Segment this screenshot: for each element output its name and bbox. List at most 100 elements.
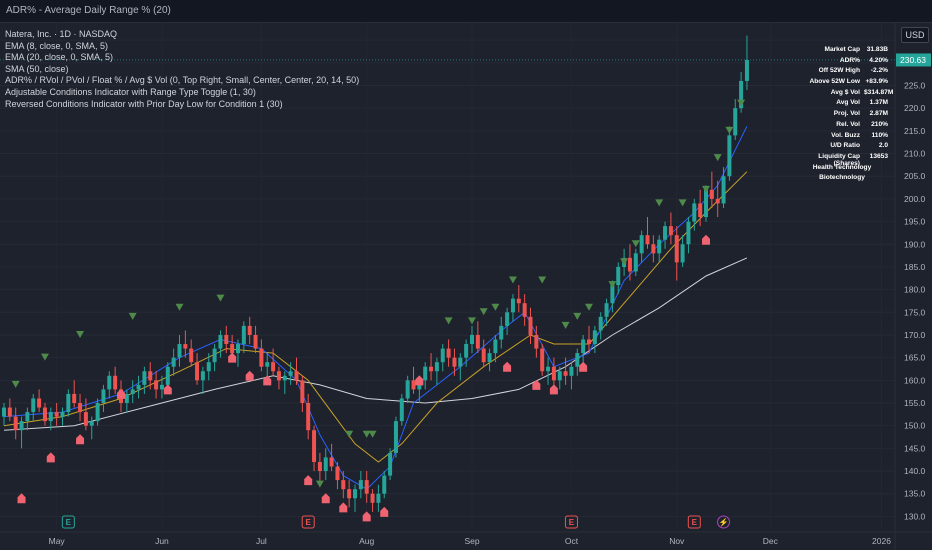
candle-body [692, 203, 697, 222]
legend-line[interactable]: ADR% / RVol / PVol / Float % / Avg $ Vol… [5, 75, 360, 86]
event-label: E [66, 518, 72, 527]
candle [452, 348, 457, 376]
candle [358, 471, 363, 499]
candle-body [60, 412, 65, 417]
candle [282, 371, 287, 394]
candle [206, 353, 211, 381]
candle [159, 375, 164, 399]
stats-sector: Health Technology [812, 163, 872, 171]
candle-body [165, 366, 170, 385]
candle-body [633, 253, 638, 272]
candle [405, 375, 410, 403]
candle [224, 325, 229, 354]
candle-body [154, 380, 159, 390]
candle [253, 325, 258, 354]
price-chart[interactable]: 130.0 135.0 140.0 145.0 150.0 155.0 160.0 165.0… [0, 22, 932, 550]
candle [481, 339, 486, 367]
candle [370, 489, 375, 512]
candle-body [563, 371, 568, 376]
signal-triangle [216, 294, 225, 302]
legend-line[interactable]: Reversed Conditions Indicator with Prior… [5, 98, 283, 109]
candle [528, 307, 533, 345]
legend-line[interactable]: SMA (50, close) [5, 63, 69, 74]
candle [721, 167, 726, 208]
signal-triangle [40, 353, 49, 361]
candle-body [674, 235, 679, 263]
y-tick-label: 195.0 [904, 217, 926, 227]
candle [218, 330, 223, 358]
candle [698, 189, 703, 227]
symbol-title: Natera, Inc. · 1D · NASDAQ [5, 29, 118, 39]
x-tick-label: Jul [256, 536, 267, 546]
candle-body [212, 348, 217, 363]
signal-triangle [561, 321, 570, 329]
candle [680, 235, 685, 267]
candle-body [148, 371, 153, 381]
candle-body [107, 375, 112, 390]
candle-body [183, 344, 188, 349]
stats-row: Avg Vol 1.37M [836, 99, 888, 107]
candle [247, 316, 252, 345]
candle-body [13, 416, 18, 431]
candle-body [306, 403, 311, 431]
candle [546, 357, 551, 385]
candle-body [540, 348, 545, 372]
signal-marker [380, 506, 389, 517]
y-tick-label: 145.0 [904, 443, 926, 453]
signal-triangle [76, 330, 85, 338]
currency-button[interactable]: USD [901, 27, 929, 43]
candle-body [376, 493, 381, 503]
y-tick-label: 130.0 [904, 511, 926, 521]
candle [294, 357, 299, 385]
candle-body [25, 412, 30, 422]
candle [645, 217, 650, 249]
candle [464, 339, 469, 367]
candle-body [458, 357, 463, 367]
candle-body [37, 398, 42, 408]
signal-marker [362, 511, 371, 522]
legend-line[interactable]: EMA (8, close, 0, SMA, 5) [5, 40, 109, 51]
candle-body [610, 285, 615, 304]
candle-body [616, 266, 621, 286]
candle [692, 198, 697, 231]
candle [627, 244, 632, 281]
candle-body [276, 371, 281, 381]
legend-line[interactable]: EMA (20, close, 0, SMA, 5) [5, 52, 114, 63]
candle-body [598, 316, 603, 331]
candle-body [604, 303, 609, 317]
signal-marker [17, 493, 26, 504]
signal-triangle [444, 317, 453, 325]
candle [54, 403, 59, 426]
candle [7, 398, 12, 422]
signal-triangle [725, 126, 734, 134]
candle-body [429, 366, 434, 372]
legend-line[interactable]: Adjustable Conditions Indicator with Ran… [5, 86, 256, 97]
candle-body [651, 244, 656, 254]
candle [347, 480, 352, 508]
stats-row: Off 52W High -2.2% [818, 67, 888, 75]
candle [2, 403, 6, 426]
signal-marker [228, 352, 237, 363]
candle [388, 448, 393, 481]
y-tick-label: 155.0 [904, 398, 926, 408]
price-axis: 130.0 135.0 140.0 145.0 150.0 155.0 160.0 165.0… [0, 22, 931, 550]
signal-triangle [737, 99, 746, 107]
signal-marker [549, 384, 558, 395]
candle-body [294, 371, 299, 381]
candle-body [358, 480, 363, 490]
candle-body [83, 412, 88, 426]
signal-marker [503, 361, 512, 372]
candle [616, 262, 621, 295]
candle [715, 180, 720, 218]
candle-body [639, 235, 644, 254]
window-titlebar: ADR% - Average Daily Range % (20) [0, 0, 932, 23]
candle [510, 294, 515, 322]
signal-triangle [573, 312, 582, 320]
dividend-icon: ⚡ [717, 515, 731, 529]
candle [569, 362, 574, 390]
earnings-icon: E [301, 515, 315, 529]
candle-body [31, 398, 36, 413]
ema20-line [3, 171, 748, 463]
candle [446, 339, 451, 367]
last-price-label: 230.63 [900, 55, 926, 65]
